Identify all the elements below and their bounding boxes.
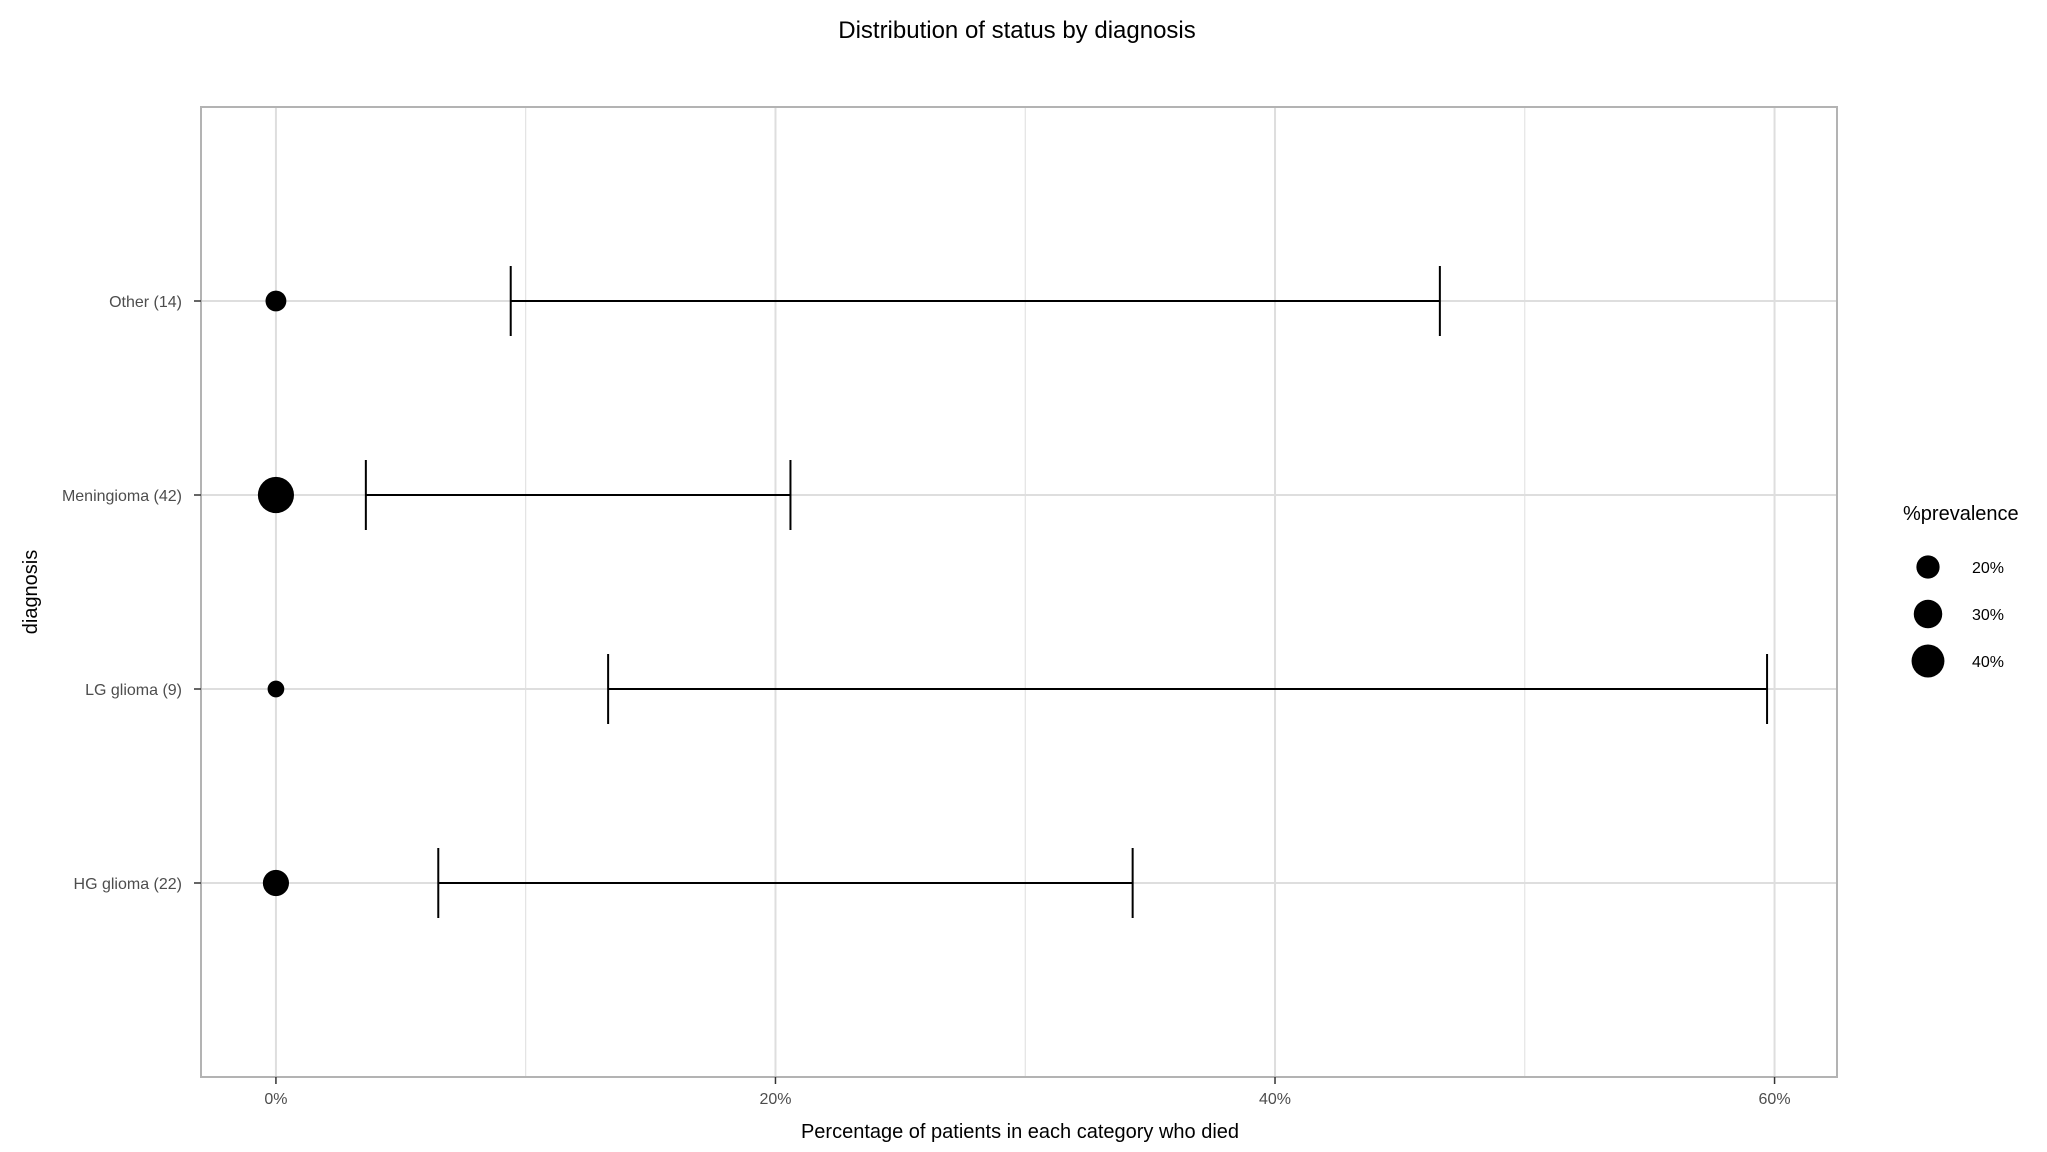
- data-point: [262, 869, 290, 897]
- data-point: [257, 476, 295, 514]
- data-point: [265, 290, 287, 312]
- legend-key-point: [1911, 644, 1945, 678]
- y-tick-label: HG glioma (22): [74, 876, 182, 893]
- legend-key-point: [1913, 599, 1943, 629]
- y-tick-label: Meningioma (42): [62, 488, 182, 505]
- error-bar: [437, 848, 1134, 918]
- y-tick-label: Other (14): [109, 294, 182, 311]
- x-tick-label: 60%: [1759, 1091, 1791, 1108]
- error-bar: [607, 654, 1769, 724]
- legend-label: 20%: [1972, 560, 2004, 577]
- x-tick-label: 40%: [1259, 1091, 1291, 1108]
- chart-title: Distribution of status by diagnosis: [838, 17, 1196, 44]
- x-tick-label: 0%: [264, 1091, 287, 1108]
- y-tick-label: LG glioma (9): [85, 682, 182, 699]
- error-bar: [509, 266, 1441, 336]
- grid: [201, 107, 1837, 1077]
- y-axis-title: diagnosis: [20, 550, 42, 635]
- error-bars: [364, 266, 1769, 918]
- legend-label: 40%: [1972, 654, 2004, 671]
- data-point: [267, 680, 285, 698]
- legend-label: 30%: [1972, 607, 2004, 624]
- plot-border: [200, 106, 1838, 1078]
- data-points: [257, 290, 295, 897]
- x-axis: 0% 20% 40% 60%: [264, 1077, 1791, 1108]
- x-axis-title: Percentage of patients in each category …: [801, 1121, 1239, 1143]
- legend: %prevalence 20% 30% 40%: [1903, 503, 2019, 678]
- legend-key-point: [1916, 555, 1940, 579]
- legend-title: %prevalence: [1903, 503, 2019, 525]
- y-axis: HG glioma (22) LG glioma (9) Meningioma (4…: [62, 294, 201, 893]
- error-bar: [364, 460, 792, 530]
- x-tick-label: 20%: [759, 1091, 791, 1108]
